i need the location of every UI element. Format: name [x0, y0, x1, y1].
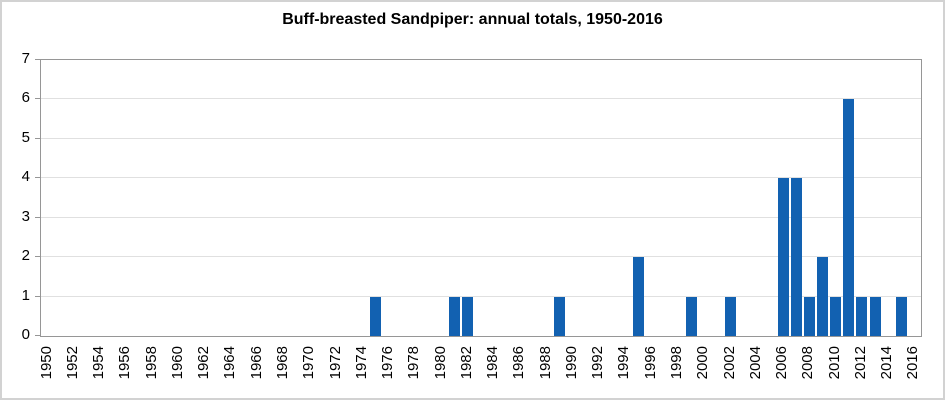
bar-2002	[725, 296, 737, 336]
x-tick-label-2008: 2008	[799, 346, 817, 380]
x-tick-label-1964: 1964	[221, 346, 239, 380]
x-tick-label-2012: 2012	[851, 346, 869, 380]
x-tick-label-1992: 1992	[589, 346, 607, 380]
gridline-y6	[41, 98, 921, 100]
bar-1989	[554, 296, 566, 336]
y-tick-mark-2	[35, 256, 40, 258]
bar-2010	[830, 296, 842, 336]
x-tick-label-1962: 1962	[195, 346, 213, 380]
x-tick-label-1996: 1996	[641, 346, 659, 380]
x-tick-label-1966: 1966	[247, 346, 265, 380]
y-tick-mark-1	[35, 295, 40, 297]
bar-1995	[633, 257, 645, 336]
bar-2013	[869, 296, 881, 336]
bar-2012	[856, 296, 868, 336]
x-tick-label-1980: 1980	[431, 346, 449, 380]
x-tick-label-2006: 2006	[773, 346, 791, 380]
x-tick-label-1968: 1968	[273, 346, 291, 380]
x-tick-label-1998: 1998	[668, 346, 685, 380]
y-tick-mark-4	[35, 177, 40, 179]
x-tick-label-2002: 2002	[720, 346, 738, 380]
y-tick-mark-7	[35, 59, 40, 60]
bar-2011	[843, 99, 855, 336]
bar-1999	[685, 296, 697, 336]
x-tick-label-1978: 1978	[405, 346, 423, 380]
y-tick-label-0: 0	[21, 326, 30, 343]
x-tick-label-1976: 1976	[379, 346, 397, 380]
gridline-y1	[41, 295, 921, 297]
x-tick-label-1972: 1972	[326, 346, 344, 380]
y-tick-label-5: 5	[21, 128, 30, 146]
gridline-y5	[41, 137, 921, 139]
bar-2009	[816, 257, 828, 336]
x-tick-label-1954: 1954	[90, 346, 108, 380]
y-tick-mark-0	[35, 335, 40, 336]
x-tick-label-1982: 1982	[457, 346, 475, 380]
x-tick-label-2016: 2016	[904, 346, 922, 380]
bar-1981	[449, 296, 461, 336]
x-tick-label-2014: 2014	[878, 346, 896, 380]
x-tick-label-1986: 1986	[510, 346, 528, 380]
x-tick-label-1952: 1952	[63, 346, 81, 380]
chart-title: Buff-breasted Sandpiper: annual totals, …	[282, 11, 663, 28]
bar-2007	[790, 178, 802, 336]
bar-1975	[370, 296, 382, 336]
x-tick-label-1960: 1960	[168, 346, 186, 380]
y-tick-label-4: 4	[21, 168, 30, 186]
x-tick-label-1956: 1956	[116, 346, 134, 380]
bar-2008	[803, 296, 815, 336]
x-tick-label-1974: 1974	[352, 346, 370, 380]
x-tick-label-1970: 1970	[300, 346, 318, 380]
plot-area	[40, 59, 922, 337]
x-tick-label-1984: 1984	[484, 346, 502, 380]
gridline-y3	[41, 216, 921, 218]
x-tick-label-2000: 2000	[694, 346, 712, 380]
y-tick-label-7: 7	[21, 50, 30, 67]
x-tick-label-1958: 1958	[142, 346, 160, 380]
x-tick-label-2010: 2010	[825, 346, 843, 380]
y-tick-mark-6	[35, 98, 40, 100]
y-tick-label-1: 1	[21, 286, 30, 304]
x-tick-label-1950: 1950	[37, 346, 55, 380]
gridline-y2	[41, 256, 921, 258]
y-tick-label-6: 6	[21, 89, 30, 107]
bar-2006	[777, 178, 789, 336]
bar-1982	[462, 296, 474, 336]
x-tick-label-1990: 1990	[562, 346, 580, 380]
x-tick-label-1994: 1994	[615, 346, 633, 380]
y-tick-mark-5	[35, 137, 40, 139]
y-tick-mark-3	[35, 216, 40, 218]
y-tick-label-3: 3	[21, 207, 30, 225]
x-tick-label-1988: 1988	[536, 346, 554, 380]
y-tick-label-2: 2	[21, 247, 30, 265]
x-tick-label-2004: 2004	[746, 346, 764, 380]
bar-2015	[895, 296, 907, 336]
gridline-y4	[41, 177, 921, 179]
